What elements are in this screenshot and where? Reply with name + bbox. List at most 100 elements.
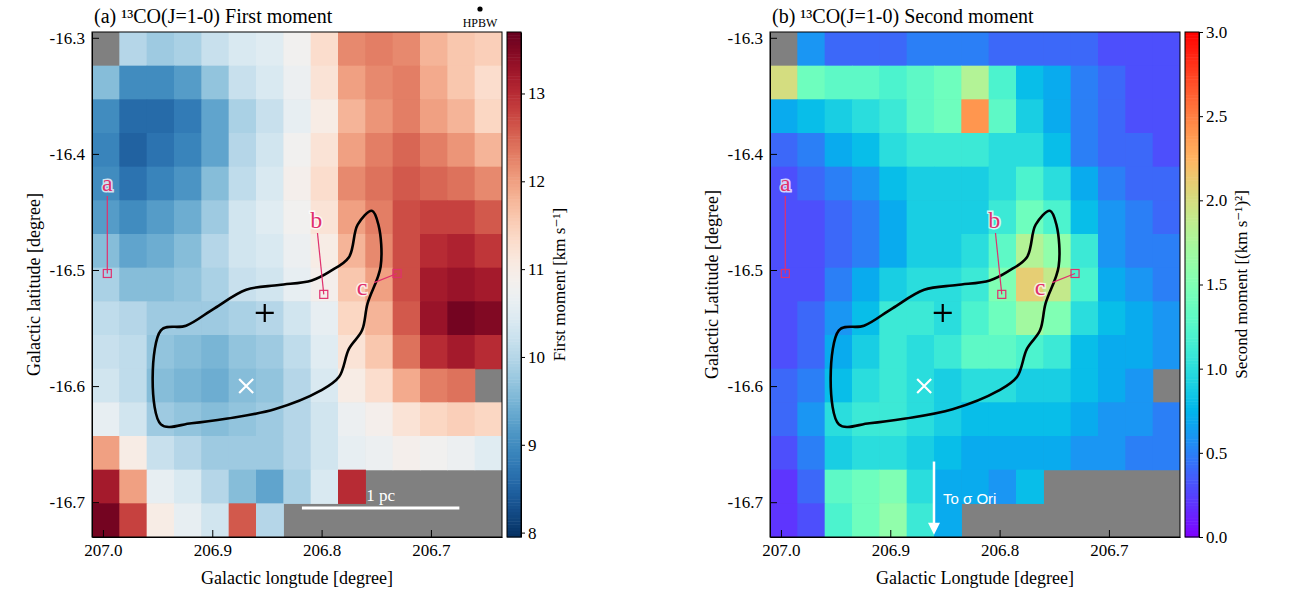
heatmap-cell [365, 32, 393, 66]
heatmap-cell [852, 436, 880, 470]
heatmap-cell [475, 436, 502, 470]
heatmap-cell [1098, 402, 1126, 436]
colorbar-step [507, 509, 521, 513]
colorbar-step [1185, 502, 1199, 506]
colorbar-step [1185, 335, 1199, 339]
y-tick: -16.4 [728, 145, 777, 164]
heatmap-cell [1016, 167, 1044, 201]
colorbar-step [1185, 231, 1199, 235]
colorbar-step [507, 202, 521, 206]
heatmap-cell [1071, 32, 1099, 66]
colorbar-step [1185, 212, 1199, 216]
colorbar-tick-mark [521, 357, 525, 358]
colorbar-step [1185, 60, 1199, 64]
colorbar-step [507, 449, 521, 453]
heatmap-cell [961, 66, 989, 100]
colorbar-step [1185, 288, 1199, 292]
colorbar-step [1185, 436, 1199, 440]
colorbar-step [507, 455, 521, 459]
heatmap-cell [879, 436, 907, 470]
colorbar-step [507, 360, 521, 364]
heatmap-cell [393, 200, 421, 234]
colorbar-step [507, 370, 521, 374]
heatmap-cell [147, 402, 175, 436]
heatmap-cell [475, 200, 502, 234]
x-tick-label: 206.7 [412, 541, 451, 560]
colorbar-tick-label: 3.0 [1206, 23, 1227, 42]
colorbar-step [507, 212, 521, 216]
heatmap-cell [201, 369, 229, 403]
colorbar-step [507, 521, 521, 525]
colorbar-step [1185, 48, 1199, 52]
heatmap-cell [825, 503, 853, 537]
heatmap-cell [174, 268, 202, 302]
colorbar-step [507, 471, 521, 475]
colorbar-step [507, 218, 521, 222]
heatmap-cell [770, 335, 798, 369]
colorbar-step [507, 45, 521, 49]
heatmap-cell [1071, 66, 1099, 100]
heatmap-cell [934, 200, 962, 234]
heatmap-cell [1016, 133, 1044, 167]
colorbar-step [1185, 174, 1199, 178]
heatmap-cell [338, 66, 366, 100]
heatmap-cell [92, 133, 120, 167]
heatmap-cell [825, 335, 853, 369]
colorbar-step [507, 423, 521, 427]
colorbar-step [1185, 382, 1199, 386]
heatmap-cell [119, 234, 147, 268]
colorbar-step [1185, 404, 1199, 408]
colorbar-step [507, 98, 521, 102]
colorbar-step [507, 89, 521, 93]
colorbar-step [507, 120, 521, 124]
colorbar-tick-label: 10 [528, 348, 545, 367]
x-tick-label: 206.9 [872, 541, 910, 560]
heatmap-cell [338, 335, 366, 369]
colorbar-step [1185, 269, 1199, 273]
colorbar-tick-mark [1199, 200, 1203, 201]
x-tick-mark [781, 530, 782, 537]
heatmap-cell [174, 335, 202, 369]
heatmap-cell [1153, 200, 1180, 234]
colorbar-step [507, 300, 521, 304]
colorbar-step [507, 111, 521, 115]
colorbar-step [1185, 187, 1199, 191]
colorbar-step [507, 288, 521, 292]
colorbar-tick-mark [521, 445, 525, 446]
colorbar-tick: 0.5 [1199, 444, 1227, 463]
heatmap-cell [283, 402, 311, 436]
colorbar-step [507, 354, 521, 358]
colorbar-tick: 1.0 [1199, 360, 1227, 379]
heatmap-cell [797, 369, 825, 403]
heatmap-cell [1125, 167, 1153, 201]
heatmap-cell [92, 503, 120, 537]
heatmap-cell [311, 268, 339, 302]
heatmap-cell [283, 200, 311, 234]
colorbar-step [507, 351, 521, 355]
heatmap-cell [1043, 32, 1071, 66]
colorbar-step [1185, 480, 1199, 484]
colorbar-tick-label: 11 [528, 260, 544, 279]
colorbar-tick-mark [521, 533, 525, 534]
heatmap-cell [825, 268, 853, 302]
no-data-background [770, 32, 1180, 537]
colorbar-step [507, 291, 521, 295]
colorbar-step [507, 83, 521, 87]
heatmap-cell [1125, 268, 1153, 302]
heatmap-cell [420, 369, 448, 403]
heatmap-cell [447, 402, 475, 436]
heatmap-cell [989, 234, 1017, 268]
heatmap-cell [934, 32, 962, 66]
colorbar-step [1185, 477, 1199, 481]
heatmap-cell [1016, 32, 1044, 66]
heatmap-cell [1098, 436, 1126, 470]
heatmap-cell [229, 200, 257, 234]
plot-area [92, 32, 502, 537]
heatmap-cell [174, 66, 202, 100]
colorbar-step [1185, 152, 1199, 156]
colorbar-tick-label: 2.0 [1206, 191, 1227, 210]
heatmap-cell [447, 66, 475, 100]
y-tick-mark [92, 270, 99, 271]
heatmap-cell [961, 402, 989, 436]
x-tick: 206.7 [1090, 530, 1129, 560]
